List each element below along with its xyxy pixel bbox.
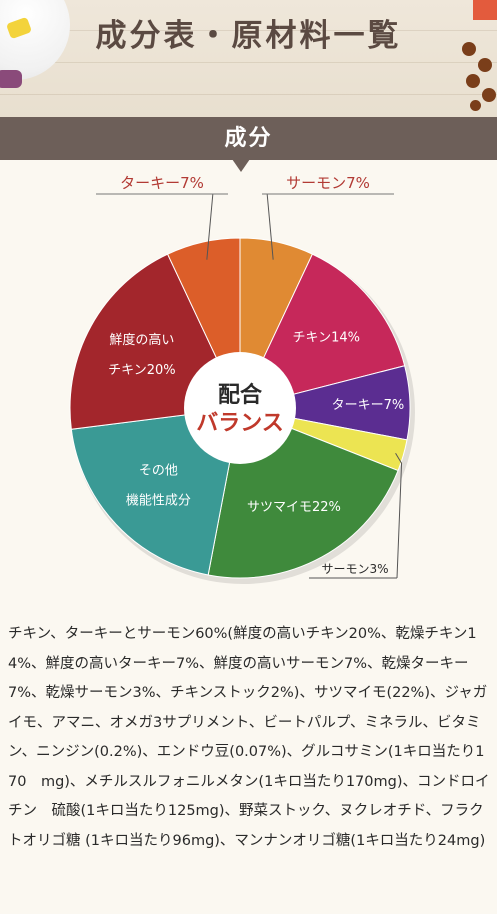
wood-plank-line	[0, 62, 497, 63]
center-label-bottom: バランス	[196, 411, 284, 436]
wood-plank-line	[0, 30, 497, 31]
slice-label: ターキー7%	[332, 398, 405, 413]
kibble-image	[482, 88, 496, 102]
center-label-top: 配合	[218, 382, 263, 408]
header-banner: 成分表・原材料一覧	[0, 0, 497, 118]
vegetable-image	[0, 70, 22, 88]
kibble-image	[470, 100, 481, 111]
kibble-image	[466, 74, 480, 88]
pie-slice	[239, 253, 406, 409]
kibble-image	[462, 42, 476, 56]
wood-plank-line	[0, 94, 497, 95]
slice-label: その他	[139, 464, 178, 479]
page-title: 成分表・原材料一覧	[95, 18, 402, 54]
pie-center	[184, 352, 296, 464]
slice-label: サーモン7%	[286, 174, 370, 192]
slice-label: サツマイモ22%	[247, 500, 341, 515]
pie-slice	[70, 407, 241, 576]
leader-line	[206, 193, 214, 260]
section-pointer	[232, 159, 250, 172]
slice-label: サーモン3%	[321, 562, 388, 576]
corner-decoration	[473, 0, 497, 20]
leader-line	[266, 193, 274, 260]
leader-line	[395, 452, 403, 579]
kibble-image	[478, 58, 492, 72]
slice-label: 鮮度の高い	[109, 332, 174, 348]
ingredients-list: チキン、ターキーとサーモン60%(鮮度の高いチキン20%、乾燥チキン14%、鮮度…	[8, 626, 490, 849]
slice-label: チキン14%	[293, 331, 361, 346]
section-header: 成分	[0, 117, 497, 160]
slice-label: チキン20%	[108, 363, 176, 378]
slice-label: 機能性成分	[126, 494, 191, 509]
section-title: 成分	[224, 126, 273, 151]
slice-label: ターキー7%	[120, 174, 204, 192]
